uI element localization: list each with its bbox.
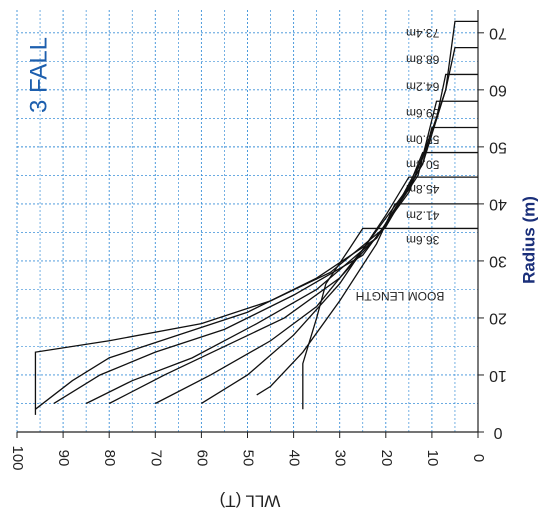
x-tick-label: 70 xyxy=(147,450,164,467)
boom-curve xyxy=(53,73,478,405)
legend-label: 59.6m xyxy=(406,106,439,120)
legend-label: 68.8m xyxy=(406,52,439,66)
legend-label: 55.0m xyxy=(406,132,439,146)
x-tick-label: 100 xyxy=(9,445,26,470)
x-tick-label: 0 xyxy=(470,454,487,462)
x-tick-label: 20 xyxy=(378,450,395,467)
x-tick-label: 50 xyxy=(240,450,257,467)
y-tick-label: 50 xyxy=(489,139,507,156)
y-tick-label: 0 xyxy=(493,424,502,441)
x-axis-title: WLL (T) xyxy=(220,492,281,511)
y-tick-label: 30 xyxy=(489,253,507,270)
y-tick-label: 10 xyxy=(489,367,507,384)
x-tick-label: 30 xyxy=(332,450,349,467)
chart-title: 3 FALL xyxy=(25,37,52,113)
y-tick-label: 20 xyxy=(489,310,507,327)
boom-curve xyxy=(35,46,478,410)
x-tick-label: 40 xyxy=(286,450,303,467)
boom-curve xyxy=(201,176,478,405)
x-tick-label: 90 xyxy=(55,450,72,467)
legend-label: 36.6m xyxy=(406,233,439,247)
y-tick-label: 60 xyxy=(489,82,507,99)
boom-curve xyxy=(85,100,478,405)
annotation: BOOM LENGTH xyxy=(356,289,445,303)
legend-label: 45.8m xyxy=(406,182,439,196)
y-tick-label: 40 xyxy=(489,196,507,213)
x-tick-label: 80 xyxy=(101,450,118,467)
y-axis-title: Radius (m) xyxy=(519,196,538,284)
y-tick-label: 70 xyxy=(489,25,507,42)
x-tick-label: 60 xyxy=(193,450,210,467)
boom-curve xyxy=(256,203,478,396)
boom-curve xyxy=(302,227,478,410)
legend-label: 41.2m xyxy=(406,209,439,223)
boom-curve xyxy=(34,20,478,415)
x-tick-label: 10 xyxy=(424,450,441,467)
legend-label: 64.2m xyxy=(406,79,439,93)
legend-label: 73.4m xyxy=(406,26,439,40)
